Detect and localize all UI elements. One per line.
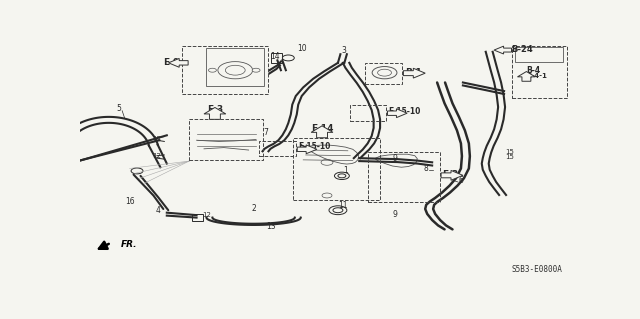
Bar — [515, 47, 563, 62]
Text: E-9: E-9 — [163, 58, 179, 67]
Text: 12: 12 — [202, 212, 211, 218]
Circle shape — [329, 206, 347, 215]
Circle shape — [335, 172, 349, 180]
Circle shape — [378, 69, 392, 76]
Bar — [365, 63, 403, 84]
Polygon shape — [403, 68, 425, 78]
Text: 16: 16 — [125, 197, 134, 206]
Polygon shape — [311, 126, 333, 138]
Polygon shape — [168, 58, 188, 67]
Bar — [367, 152, 440, 202]
Polygon shape — [297, 145, 317, 154]
Circle shape — [252, 68, 260, 72]
Text: 12: 12 — [152, 153, 161, 159]
Bar — [189, 119, 262, 160]
Polygon shape — [388, 109, 407, 118]
Text: FR.: FR. — [121, 240, 137, 249]
Circle shape — [209, 68, 216, 72]
Polygon shape — [494, 46, 511, 54]
Text: 15: 15 — [506, 154, 515, 160]
Circle shape — [321, 160, 333, 165]
Text: 13: 13 — [266, 222, 276, 231]
Bar — [350, 105, 386, 121]
Text: B-4: B-4 — [527, 66, 541, 75]
Bar — [207, 48, 264, 86]
Polygon shape — [441, 170, 463, 180]
Text: S5B3-E0800A: S5B3-E0800A — [511, 265, 563, 274]
Circle shape — [225, 65, 245, 75]
Text: E-3: E-3 — [207, 105, 223, 115]
Text: 6: 6 — [458, 176, 463, 185]
Text: B-24: B-24 — [511, 45, 533, 54]
Polygon shape — [204, 108, 226, 119]
Circle shape — [338, 174, 346, 178]
Text: E-3: E-3 — [442, 170, 458, 179]
Bar — [293, 138, 380, 200]
Circle shape — [333, 208, 343, 213]
Text: 1: 1 — [343, 167, 348, 175]
Circle shape — [282, 55, 294, 61]
Text: E-14: E-14 — [311, 124, 333, 133]
Text: 5: 5 — [116, 104, 121, 113]
Bar — [271, 53, 282, 63]
Text: 12: 12 — [152, 136, 161, 142]
Circle shape — [131, 168, 143, 174]
Text: 7: 7 — [264, 128, 268, 137]
Text: B-1: B-1 — [405, 68, 422, 77]
Text: 3: 3 — [341, 46, 346, 55]
Text: 15: 15 — [506, 150, 515, 155]
Text: E-15-10: E-15-10 — [388, 108, 421, 116]
Bar — [259, 141, 296, 156]
Text: 11: 11 — [338, 201, 348, 210]
Circle shape — [218, 62, 253, 79]
Circle shape — [322, 193, 332, 198]
Text: 14: 14 — [270, 52, 280, 61]
Polygon shape — [518, 71, 535, 81]
Text: 9: 9 — [392, 154, 397, 163]
Text: E-15-10: E-15-10 — [298, 142, 331, 151]
Bar — [191, 214, 202, 221]
Circle shape — [372, 67, 397, 79]
Text: B-4-1: B-4-1 — [527, 73, 547, 79]
Bar — [511, 46, 567, 99]
Text: 8: 8 — [424, 164, 428, 173]
Text: 9: 9 — [392, 210, 397, 219]
Bar — [182, 46, 269, 93]
Text: 2: 2 — [252, 204, 256, 213]
Text: 10: 10 — [297, 44, 307, 53]
Text: 4: 4 — [156, 206, 161, 215]
